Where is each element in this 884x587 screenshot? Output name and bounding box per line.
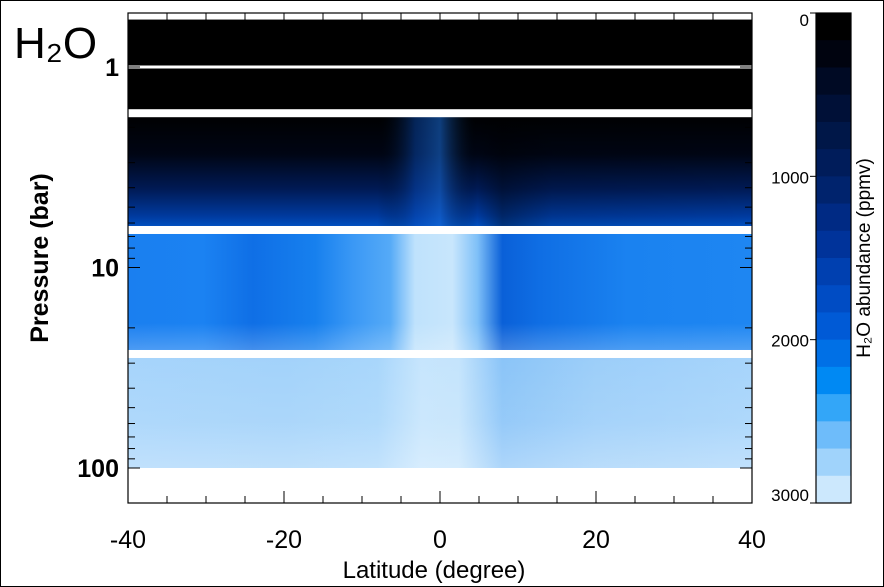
colorbar-label: H₂O abundance (ppmv): [854, 158, 875, 358]
y-tick-label: 10: [91, 255, 119, 283]
colorbar-tick-label: 2000: [771, 332, 809, 351]
colorbar-cell: [816, 203, 851, 232]
colorbar-tick-label: 1000: [771, 168, 809, 187]
white-band-3: [128, 349, 752, 358]
colorbar-cell: [816, 339, 851, 368]
molecule-label: H₂O: [14, 19, 97, 68]
colorbar-cell: [816, 366, 851, 395]
layer-middle-shading: [128, 229, 752, 354]
y-axis-label: Pressure (bar): [26, 173, 54, 343]
x-ticks: -40 -20 0 20 40: [110, 13, 766, 554]
colorbar-cell: [816, 176, 851, 205]
layer-lower-shading: [128, 353, 752, 468]
colorbar-cell: [816, 230, 851, 259]
colorbar-cell: [816, 149, 851, 177]
x-tick-label: 20: [582, 526, 610, 554]
colorbar-cell: [816, 258, 851, 286]
colorbar-cell: [816, 121, 851, 150]
y-tick-label: 1: [105, 54, 119, 82]
y-tick-label: 100: [77, 455, 119, 483]
x-tick-label: -40: [110, 526, 146, 554]
colorbar-cells: [816, 13, 851, 504]
white-band-1: [128, 109, 752, 118]
colorbar-cell: [816, 448, 851, 477]
plot-area: -40 -20 0 20 40 1 10 100: [77, 12, 766, 554]
heatmap-layers: [128, 19, 752, 468]
colorbar-cell: [816, 67, 851, 96]
colorbar-tick-label: 3000: [771, 486, 809, 505]
colorbar-cell: [816, 421, 851, 450]
white-band-0: [128, 65, 752, 69]
colorbar-tick-label: 0: [800, 11, 809, 30]
x-axis-label: Latitude (degree): [343, 557, 526, 584]
colorbar: 0 1000 2000 3000 H₂O abundance (ppmv): [771, 11, 875, 505]
colorbar-cell: [816, 94, 851, 123]
layer-upper-latitude-shading: [128, 113, 752, 230]
colorbar-cell: [816, 475, 851, 504]
colorbar-cell: [816, 40, 851, 68]
y-ticks: 1 10 100: [77, 22, 752, 483]
x-tick-label: -20: [266, 526, 302, 554]
colorbar-ticks: 0 1000 2000 3000: [771, 11, 816, 505]
x-tick-label: 40: [738, 526, 766, 554]
colorbar-cell: [816, 312, 851, 341]
colorbar-cell: [816, 285, 851, 313]
colorbar-cell: [816, 394, 851, 422]
colorbar-cell: [816, 13, 851, 41]
colorbar-frame: [815, 12, 852, 504]
white-band-2: [128, 225, 752, 234]
white-bands: [128, 65, 752, 358]
x-tick-label: 0: [433, 526, 447, 554]
